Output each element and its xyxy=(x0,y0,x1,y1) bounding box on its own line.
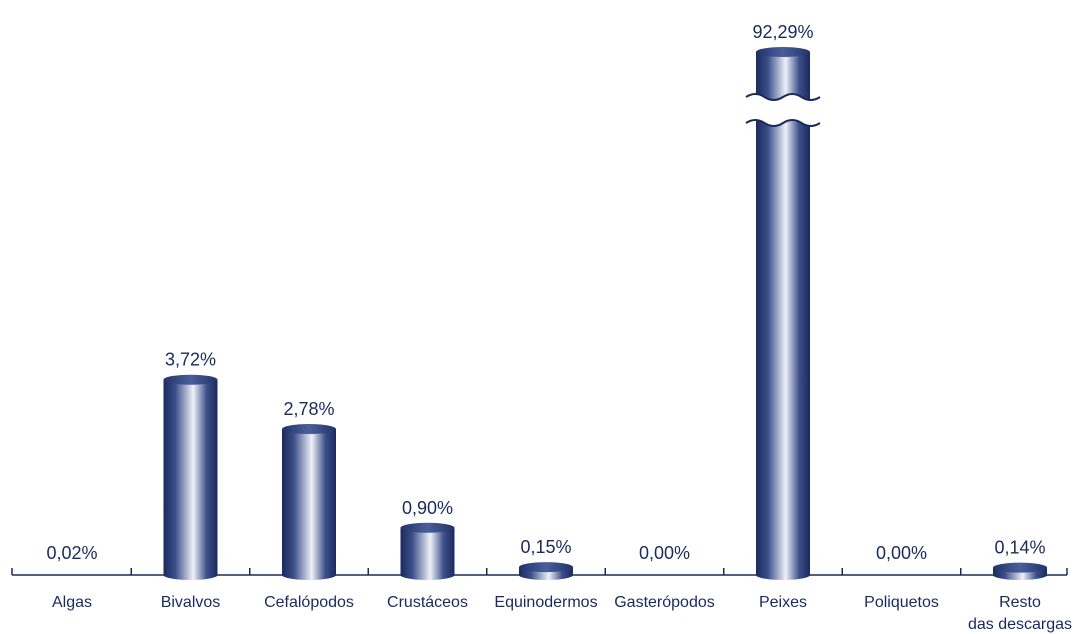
bar-cap xyxy=(163,374,218,385)
bar-body xyxy=(400,527,455,575)
bar-base xyxy=(400,570,455,580)
axis-break-gap xyxy=(746,94,820,126)
data-label: 0,02% xyxy=(46,543,97,563)
bar-peixes xyxy=(756,47,810,580)
x-tick-label: Algas xyxy=(52,594,92,611)
data-label: 3,72% xyxy=(165,350,216,370)
data-label: 0,15% xyxy=(520,537,571,557)
data-label: 0,14% xyxy=(994,538,1045,558)
bar-resto xyxy=(993,562,1047,580)
bar-cap xyxy=(756,47,810,57)
bar-body xyxy=(282,429,336,575)
x-tick-label: Cefalópodos xyxy=(264,594,354,611)
bar-cap xyxy=(519,562,573,573)
data-label: 92,29% xyxy=(752,22,813,42)
bar-base xyxy=(993,570,1047,580)
bar-cap xyxy=(282,424,336,435)
bar-cap xyxy=(993,562,1047,573)
bar-base xyxy=(163,570,218,580)
bar-equinodermos xyxy=(519,562,573,580)
x-tick-label: das descargas xyxy=(968,616,1072,633)
bar-cap xyxy=(400,522,455,533)
data-label: 2,78% xyxy=(283,399,334,419)
x-tick-label: Bivalvos xyxy=(161,594,221,611)
x-tick-label: Peixes xyxy=(759,594,807,611)
bar-crustáceos xyxy=(400,522,455,580)
x-tick-label: Resto xyxy=(999,594,1041,611)
bar-base xyxy=(756,570,810,580)
bar-base xyxy=(282,570,336,580)
bar-base xyxy=(519,570,573,580)
data-label: 0,00% xyxy=(639,543,690,563)
x-tick-label: Crustáceos xyxy=(387,594,468,611)
axis-break-line-lower xyxy=(745,119,821,127)
axis-break-line-upper xyxy=(745,93,821,101)
x-tick-label: Poliquetos xyxy=(864,594,939,611)
x-tick-label: Gasterópodos xyxy=(614,594,715,611)
data-label: 0,90% xyxy=(402,498,453,518)
bar-cefalópodos xyxy=(282,424,336,580)
x-tick-label: Equinodermos xyxy=(494,594,597,611)
bar-body xyxy=(163,379,218,575)
bar-bivalvos xyxy=(163,374,218,580)
data-label: 0,00% xyxy=(876,543,927,563)
bar-body xyxy=(756,52,810,575)
